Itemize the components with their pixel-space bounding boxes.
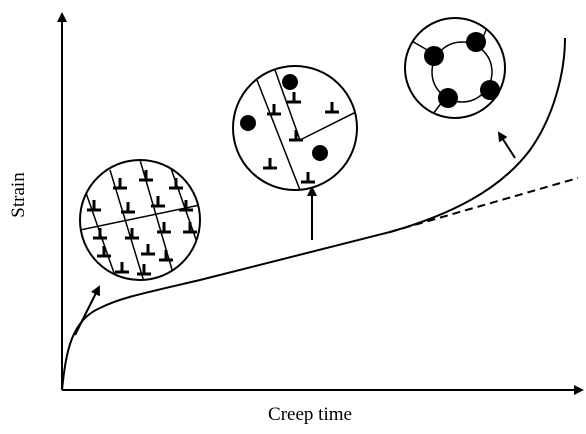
inset-tertiary (404, 17, 506, 119)
inset-primary (79, 159, 201, 281)
y-axis-label: Strain (8, 172, 29, 218)
extrapolation (389, 177, 579, 233)
arrow (74, 285, 100, 336)
arrow (497, 131, 516, 159)
axes (57, 12, 584, 395)
x-axis-label: Creep time (268, 404, 352, 425)
inset-secondary (232, 65, 358, 191)
arrows (74, 131, 516, 336)
